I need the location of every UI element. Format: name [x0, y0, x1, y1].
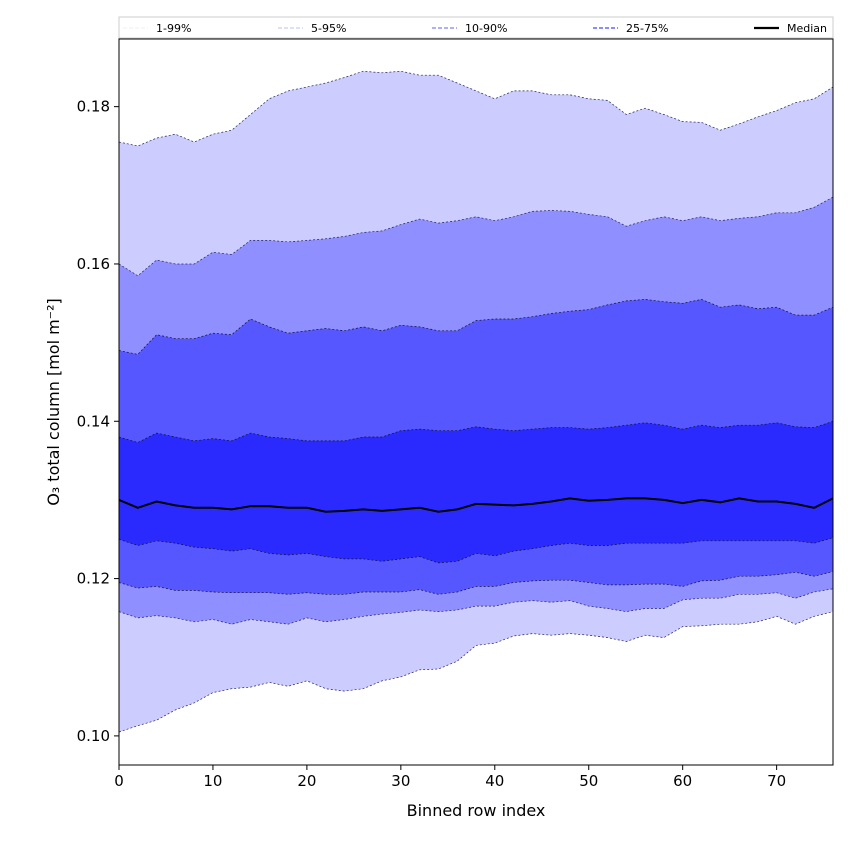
- legend-item-Median: Median: [754, 22, 827, 35]
- percentile-bands: [119, 71, 833, 732]
- x-tick-label: 60: [673, 772, 692, 790]
- y-tick-label: 0.16: [77, 255, 110, 273]
- edge-p25: [118, 537, 834, 564]
- x-tick-label: 70: [767, 772, 786, 790]
- x-tick-label: 50: [579, 772, 598, 790]
- edge-p10: [118, 571, 834, 595]
- band-edge-lines: [118, 70, 834, 733]
- edge-p1: [118, 611, 834, 733]
- edge-p95: [118, 196, 834, 277]
- edge-p5: [118, 588, 834, 625]
- plot-frame: [118, 38, 834, 766]
- x-tick-label: 30: [391, 772, 410, 790]
- legend-label: 5-95%: [311, 22, 346, 35]
- y-tick-label: 0.14: [77, 412, 110, 430]
- x-axis-label: Binned row index: [407, 801, 546, 820]
- x-tick-label: 40: [485, 772, 504, 790]
- x-tick-label: 10: [203, 772, 222, 790]
- legend-label: Median: [787, 22, 827, 35]
- legend-item-25-75%: 25-75%: [593, 22, 668, 35]
- y-axis-label: O₃ total column [mol m⁻²]: [44, 298, 63, 506]
- x-tick-label: 20: [297, 772, 316, 790]
- y-tick-label: 0.18: [77, 98, 110, 116]
- legend-item-10-90%: 10-90%: [432, 22, 507, 35]
- x-tick-label: 0: [114, 772, 124, 790]
- legend-item-1-99%: 1-99%: [123, 22, 191, 35]
- legend-item-5-95%: 5-95%: [278, 22, 346, 35]
- band-25-75%: [119, 421, 833, 563]
- edge-p99: [118, 70, 834, 147]
- median-line: [118, 497, 834, 513]
- y-tick-label: 0.12: [77, 570, 110, 588]
- x-axis-ticks: 0 10 20 30 40 50 60 70: [114, 765, 786, 790]
- edge-p90: [118, 299, 834, 355]
- edge-p75: [118, 420, 834, 443]
- legend-label: 10-90%: [465, 22, 507, 35]
- legend-label: 25-75%: [626, 22, 668, 35]
- legend: 1-99% 5-95% 10-90% 25-75% Median: [118, 16, 834, 39]
- y-tick-label: 0.10: [77, 727, 110, 745]
- legend-label: 1-99%: [156, 22, 191, 35]
- y-axis-ticks: 0.10 0.12 0.14 0.16 0.18: [77, 98, 119, 745]
